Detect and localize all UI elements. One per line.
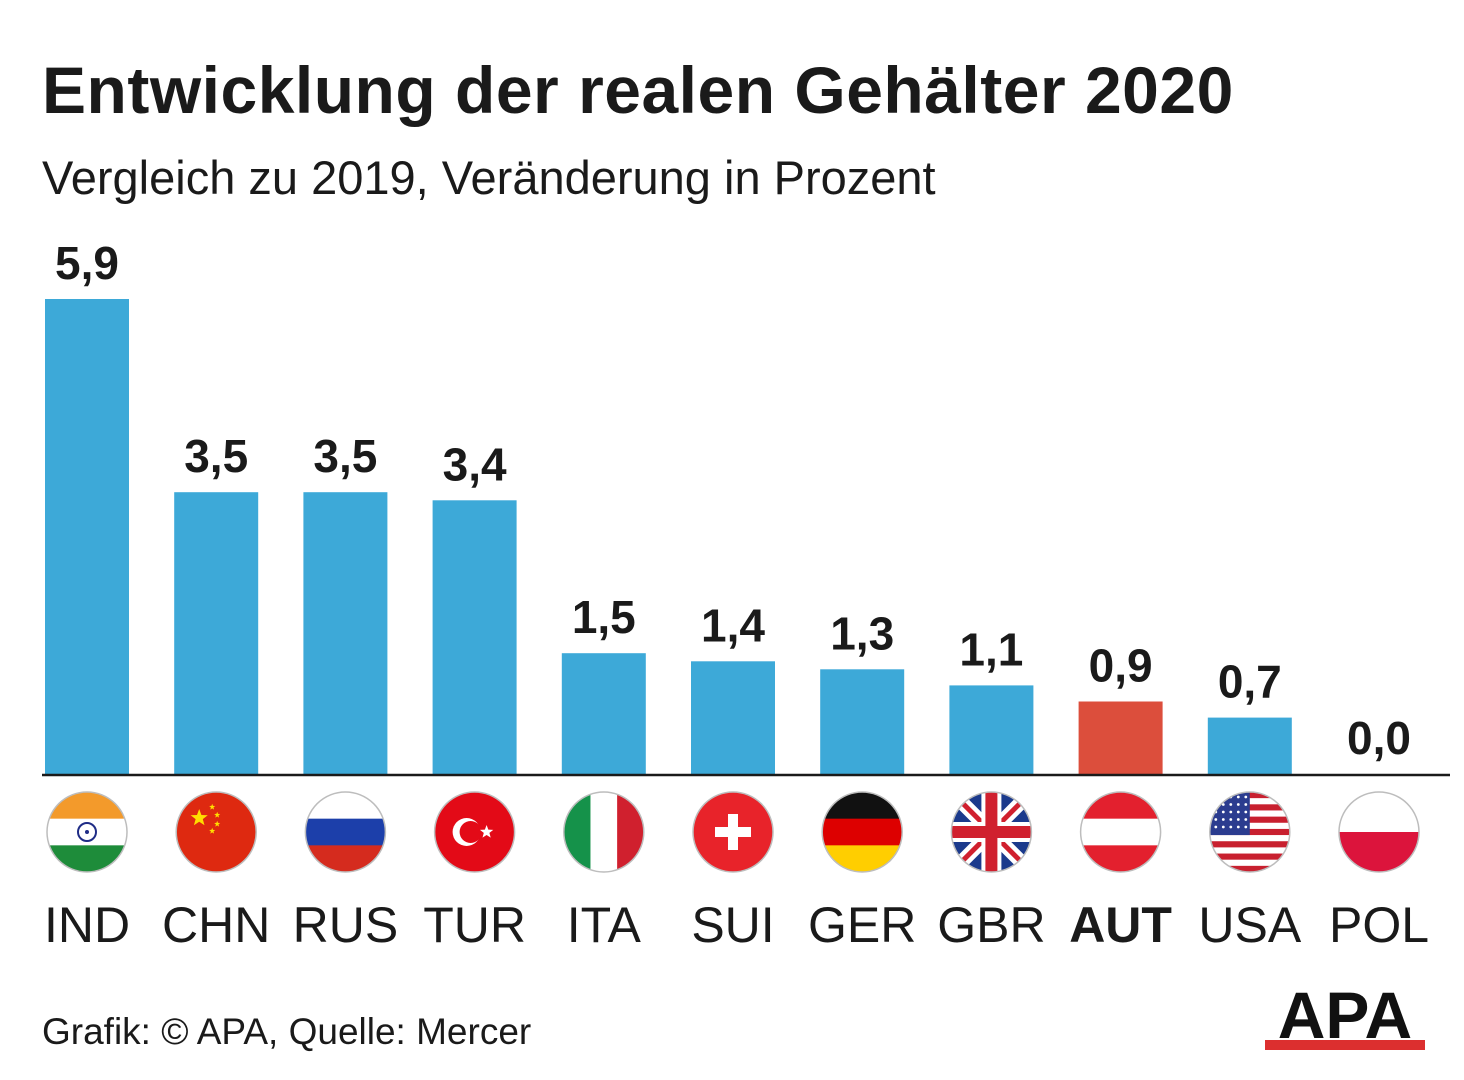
- value-label-aut: 0,9: [1089, 640, 1153, 692]
- flag-outline: [1209, 791, 1291, 873]
- flag-outline: [1079, 791, 1162, 873]
- chart-title: Entwicklung der realen Gehälter 2020: [42, 53, 1234, 127]
- china-flag-icon: [176, 792, 257, 872]
- bar-rus: [303, 492, 388, 774]
- bar-tur: [432, 500, 517, 774]
- flag-outline: [821, 791, 903, 873]
- value-label-ind: 5,9: [55, 237, 119, 289]
- flag-outline: [46, 791, 128, 873]
- switzerland-flag-icon: [693, 792, 773, 872]
- category-label-sui: SUI: [691, 897, 774, 953]
- category-label-ind: IND: [44, 897, 130, 953]
- austria-flag-icon: [1080, 792, 1161, 872]
- uk-flag-icon: [951, 792, 1032, 872]
- turkey-flag-icon: [434, 792, 515, 872]
- bar-chart: 5,9 IND 3,5 CHN 3,5 RUS 3,4 TUR 1,5 ITA 1,4 SUI 1,3 G…: [42, 237, 1450, 953]
- value-label-usa: 0,7: [1218, 656, 1282, 708]
- flag-outline: [950, 791, 1033, 873]
- value-label-ger: 1,3: [830, 607, 894, 659]
- bar-ita: [561, 653, 646, 774]
- value-label-gbr: 1,1: [959, 623, 1023, 675]
- usa-flag-icon: [1209, 792, 1290, 872]
- value-label-sui: 1,4: [701, 599, 765, 651]
- bar-aut: [1078, 701, 1163, 774]
- flag-outline: [304, 791, 387, 873]
- flag-outline: [433, 791, 516, 873]
- chart-subtitle: Vergleich zu 2019, Veränderung in Prozen…: [42, 151, 936, 204]
- bar-chn: [174, 492, 259, 774]
- category-label-tur: TUR: [423, 897, 526, 953]
- source-credit: Grafik: © APA, Quelle: Mercer: [42, 1011, 532, 1052]
- bar-usa: [1207, 717, 1292, 774]
- value-label-pol: 0,0: [1347, 712, 1411, 764]
- value-label-rus: 3,5: [313, 430, 377, 482]
- category-label-usa: USA: [1198, 897, 1301, 953]
- value-label-tur: 3,4: [443, 438, 507, 490]
- value-label-chn: 3,5: [184, 430, 248, 482]
- bar-gbr: [949, 685, 1034, 774]
- category-label-rus: RUS: [293, 897, 399, 953]
- bar-ind: [45, 299, 129, 774]
- flag-outline: [175, 791, 257, 873]
- flag-outline: [692, 791, 774, 873]
- value-label-ita: 1,5: [572, 591, 636, 643]
- bar-ger: [820, 669, 905, 774]
- category-label-ger: GER: [808, 897, 916, 953]
- flag-outline: [1338, 791, 1420, 873]
- bar-sui: [691, 661, 775, 774]
- category-label-gbr: GBR: [937, 897, 1045, 953]
- flag-outline: [563, 791, 645, 873]
- category-label-ita: ITA: [567, 897, 642, 953]
- category-label-aut: AUT: [1069, 897, 1172, 953]
- apa-logo-underline: [1265, 1040, 1425, 1050]
- apa-logo: APA: [1265, 982, 1425, 1052]
- category-label-pol: POL: [1329, 897, 1429, 953]
- category-label-chn: CHN: [162, 897, 270, 953]
